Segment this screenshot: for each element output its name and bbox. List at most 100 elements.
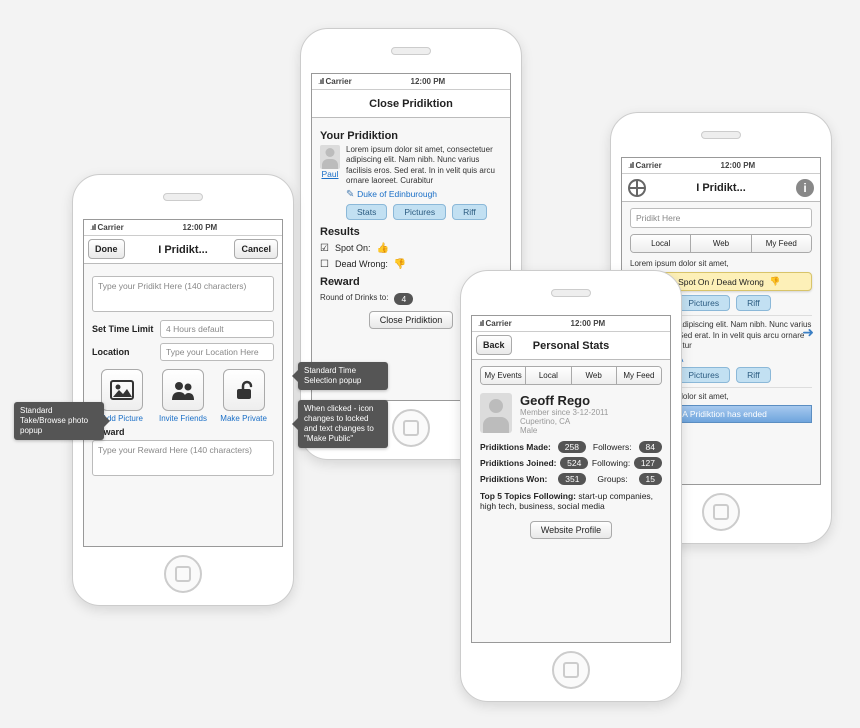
page-title: I Pridikt... <box>158 244 208 256</box>
phone-speaker <box>551 289 591 297</box>
chevron-right-icon[interactable]: ➜ <box>802 324 814 341</box>
avatar <box>320 145 340 169</box>
home-button[interactable] <box>164 555 202 593</box>
location-input[interactable]: Type your Location Here <box>160 343 274 361</box>
page-title: Close Pridiktion <box>369 98 453 110</box>
phone-speaker <box>701 131 741 139</box>
profile-gender: Male <box>520 426 608 435</box>
phone-personal-stats: .ııll Carrier 12:00 PM Back Personal Sta… <box>460 270 682 702</box>
home-button[interactable] <box>552 651 590 689</box>
tab-myfeed[interactable]: My Feed <box>752 235 811 252</box>
annotation-take-browse-photo: Standard Take/Browse photo popup <box>14 402 104 440</box>
annotation-make-public: When clicked - icon changes to locked an… <box>298 400 388 448</box>
stat-row: Pridiktions Made:258 Followers:84 <box>480 441 662 453</box>
topics-label: Top 5 Topics Following: <box>480 491 576 501</box>
signal-icon: .ııll <box>318 77 323 86</box>
annotation-time-selection: Standard Time Selection popup <box>298 362 388 390</box>
profile-location: Cupertino, CA <box>520 417 608 426</box>
riff-pill[interactable]: Riff <box>736 295 771 311</box>
tab-my-feed[interactable]: My Feed <box>617 367 661 384</box>
reward-label: Reward <box>92 427 274 437</box>
page-title: I Pridikt... <box>696 182 746 194</box>
pictures-pill[interactable]: Pictures <box>393 204 446 220</box>
info-icon[interactable]: i <box>796 179 814 197</box>
cancel-button[interactable]: Cancel <box>234 239 278 259</box>
tab-web[interactable]: Web <box>572 367 617 384</box>
uncheck-icon: ☐ <box>320 259 329 270</box>
unlock-icon <box>223 369 265 411</box>
section-your-pridiktion: Your Pridiktion <box>320 130 502 142</box>
search-input[interactable]: Pridikt Here <box>630 208 812 228</box>
back-button[interactable]: Back <box>476 335 512 355</box>
globe-icon[interactable] <box>628 179 646 197</box>
clock: 12:00 PM <box>571 319 606 328</box>
thumbs-down-icon[interactable]: 👎 <box>394 259 406 270</box>
phone-speaker <box>163 193 203 201</box>
navbar: Close Pridiktion <box>312 90 510 118</box>
profile-avatar <box>480 393 512 433</box>
author-link[interactable]: Paul <box>320 169 340 179</box>
result-row-spot-on: ☑ Spot On: 👍 <box>320 243 502 254</box>
reward-textarea[interactable]: Type your Reward Here (140 characters) <box>92 440 274 476</box>
profile-name: Geoff Rego <box>520 393 608 408</box>
stat-badge: 524 <box>560 457 588 469</box>
check-icon: ☑ <box>320 243 329 254</box>
feed-tabs: Local Web My Feed <box>630 234 812 253</box>
stat-badge: 84 <box>639 441 662 453</box>
pictures-pill[interactable]: Pictures <box>677 295 730 311</box>
stat-badge: 351 <box>558 473 586 485</box>
result-row-dead-wrong: ☐ Dead Wrong: 👎 <box>320 259 502 270</box>
invite-friends-action[interactable]: Invite Friends <box>156 369 210 423</box>
signal-icon: .ııll <box>478 319 483 328</box>
clock: 12:00 PM <box>721 161 756 170</box>
signal-icon: .ııll <box>90 223 95 232</box>
status-bar: .ııll Carrier 12:00 PM <box>312 74 510 90</box>
riff-pill[interactable]: Riff <box>736 367 771 383</box>
phone-speaker <box>391 47 431 55</box>
signal-icon: .ııll <box>628 161 633 170</box>
navbar: Done I Pridikt... Cancel <box>84 236 282 264</box>
stat-badge: 15 <box>639 473 662 485</box>
pencil-icon: ✎ <box>346 189 354 200</box>
navbar: I Pridikt... i <box>622 174 820 202</box>
pridiktion-body: Lorem ipsum dolor sit amet, consectetuer… <box>346 145 502 187</box>
thumbs-down-icon[interactable]: 👎 <box>770 276 781 287</box>
reward-count-badge: 4 <box>394 293 413 305</box>
tag-link[interactable]: Duke of Edinburough <box>357 189 437 199</box>
stat-badge: 127 <box>634 457 662 469</box>
make-private-action[interactable]: Make Private <box>217 369 271 423</box>
thumbs-up-icon[interactable]: 👍 <box>377 243 389 254</box>
status-bar: .ııll Carrier 12:00 PM <box>472 316 670 332</box>
page-title: Personal Stats <box>533 340 609 352</box>
screen: .ııll Carrier 12:00 PM Done I Pridikt...… <box>83 219 283 547</box>
picture-icon <box>101 369 143 411</box>
navbar: Back Personal Stats <box>472 332 670 360</box>
tab-local[interactable]: Local <box>526 367 571 384</box>
phone-compose: .ııll Carrier 12:00 PM Done I Pridikt...… <box>72 174 294 606</box>
tab-local[interactable]: Local <box>631 235 691 252</box>
clock: 12:00 PM <box>411 77 446 86</box>
riff-pill[interactable]: Riff <box>452 204 487 220</box>
stats-tabs: My Events Local Web My Feed <box>480 366 662 385</box>
actions-row: Add Picture Invite Friends Make Private <box>92 369 274 423</box>
tab-my-events[interactable]: My Events <box>481 367 526 384</box>
status-bar: .ııll Carrier 12:00 PM <box>622 158 820 174</box>
close-pridiktion-button[interactable]: Close Pridiktion <box>369 311 454 329</box>
screen: .ııll Carrier 12:00 PM Back Personal Sta… <box>471 315 671 643</box>
time-limit-input[interactable]: 4 Hours default <box>160 320 274 338</box>
pridikt-textarea[interactable]: Type your Pridikt Here (140 characters) <box>92 276 274 312</box>
section-results: Results <box>320 226 502 238</box>
home-button[interactable] <box>392 409 430 447</box>
member-since: Member since 3-12-2011 <box>520 408 608 417</box>
time-limit-label: Set Time Limit <box>92 324 154 334</box>
location-label: Location <box>92 347 154 357</box>
website-profile-button[interactable]: Website Profile <box>530 521 612 539</box>
home-button[interactable] <box>702 493 740 531</box>
tab-web[interactable]: Web <box>691 235 751 252</box>
reward-text: Round of Drinks to: <box>320 293 388 303</box>
stat-badge: 258 <box>558 441 586 453</box>
done-button[interactable]: Done <box>88 239 125 259</box>
stats-pill[interactable]: Stats <box>346 204 387 220</box>
stat-row: Pridiktions Joined:524 Following:127 <box>480 457 662 469</box>
pictures-pill[interactable]: Pictures <box>677 367 730 383</box>
